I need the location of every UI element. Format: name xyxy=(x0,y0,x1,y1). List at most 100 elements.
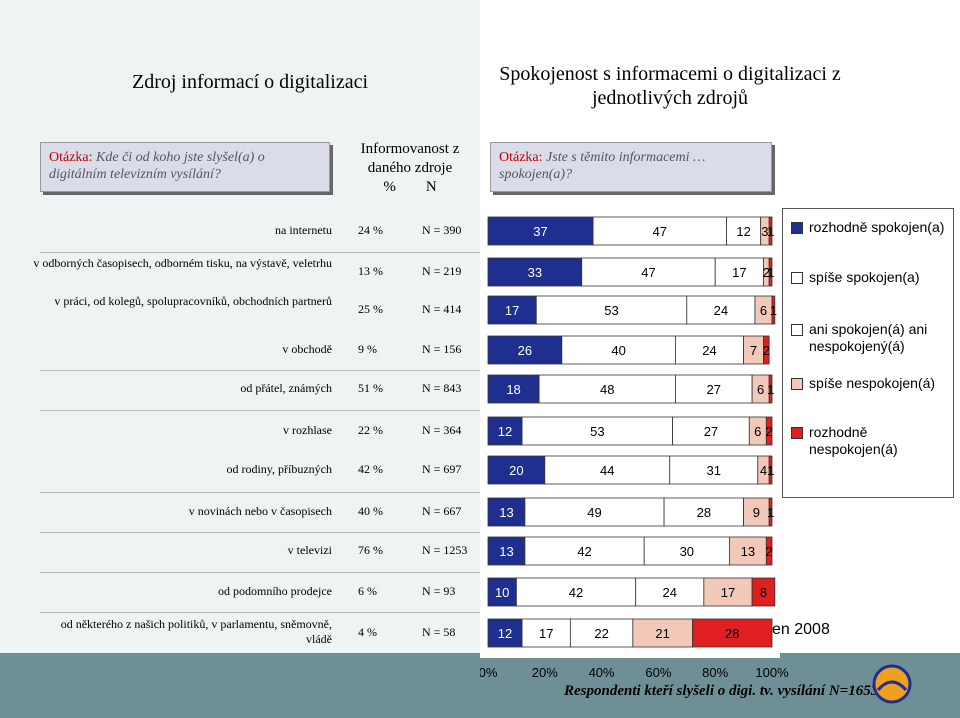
bar-value-label: 17 xyxy=(721,585,735,600)
row-percent: 22 % xyxy=(358,423,383,437)
bar-value-label: 17 xyxy=(732,265,746,280)
bar-segment xyxy=(663,497,744,527)
row-label: od některého z našich politiků, v parlam… xyxy=(60,617,332,646)
bar-segment xyxy=(686,295,756,325)
row-percent: 4 % xyxy=(358,625,377,639)
legend-label: rozhodně nespokojen(á) xyxy=(809,424,898,457)
bar-value-label: 2 xyxy=(766,424,773,439)
row-separator xyxy=(40,572,480,573)
ctu-logo-icon xyxy=(872,664,912,704)
bar-value-label: 22 xyxy=(594,626,608,641)
bar-value-label: 10 xyxy=(495,585,509,600)
bar-value-label: 12 xyxy=(498,626,512,641)
bar-value-label: 1 xyxy=(767,265,774,280)
bar-segment xyxy=(487,455,546,485)
right-question-box: Otázka: Jste s těmito informacemi … spok… xyxy=(490,142,772,192)
bar-segment xyxy=(768,497,773,527)
bar-segment xyxy=(768,216,773,246)
bar-value-label: 13 xyxy=(499,505,513,520)
bar-value-label: 28 xyxy=(725,626,739,641)
row-n: N = 667 xyxy=(422,504,462,518)
bar-segment xyxy=(751,577,776,607)
bar-value-label: 24 xyxy=(714,303,728,318)
bar-value-label: 26 xyxy=(518,343,532,358)
bar-segment xyxy=(632,618,693,648)
informovanost-header-line3: % N xyxy=(383,179,437,195)
bar-segment xyxy=(524,497,665,527)
left-question-box: Otázka: Kde či od koho jste slyšel(a) o … xyxy=(40,142,330,192)
question-label: Otázka: xyxy=(499,150,543,165)
bar-value-label: 21 xyxy=(655,626,669,641)
x-axis: 0% 20% 40% 60% 80% 100% xyxy=(480,665,789,680)
row-n: N = 390 xyxy=(422,223,462,237)
row-separator xyxy=(40,410,480,411)
bar-segment xyxy=(592,216,727,246)
bar-segment xyxy=(521,416,674,446)
bar-segment xyxy=(768,455,773,485)
row-percent: 40 % xyxy=(358,504,383,518)
bottom-band xyxy=(0,653,960,718)
bar-segment xyxy=(561,335,676,365)
bar-value-label: 6 xyxy=(760,303,767,318)
chart-area: 37 47 12 3 1 33 47 17 2 1 17 53 24 6 1 26 40 24 7 2 18 48 27 6 1… xyxy=(480,208,780,658)
informovanost-header-line2: daného zdroje xyxy=(367,160,453,176)
informovanost-header-line1: Informovanost z xyxy=(360,141,460,157)
row-separator xyxy=(40,612,480,613)
bar-segment xyxy=(763,335,770,365)
bar-value-label: 42 xyxy=(577,544,591,559)
bar-value-label: 44 xyxy=(600,463,614,478)
bar-value-label: 6 xyxy=(757,382,764,397)
legend-label: ani spokojen(á) ani nespokojený(á) xyxy=(809,321,928,354)
bar-segment xyxy=(672,416,750,446)
bar-segment xyxy=(703,577,753,607)
row-n: N = 414 xyxy=(422,302,462,316)
bar-value-label: 48 xyxy=(600,382,614,397)
bar-segment xyxy=(538,374,676,404)
bar-value-label: 1 xyxy=(767,224,774,239)
bar-value-label: 1 xyxy=(767,505,774,520)
row-percent: 24 % xyxy=(358,223,383,237)
x-tick-label: 60% xyxy=(645,665,671,680)
bar-value-label: 53 xyxy=(590,424,604,439)
row-percent: 76 % xyxy=(358,543,383,557)
bar-segment xyxy=(487,577,517,607)
legend-label: spíše spokojen(a) xyxy=(809,269,920,285)
legend-label: rozhodně spokojen(a) xyxy=(809,219,945,235)
bar-value-label: 2 xyxy=(766,544,773,559)
row-separator xyxy=(40,252,480,253)
row-label: v odborných časopisech, odborném tisku, … xyxy=(33,256,332,270)
bar-segment xyxy=(487,295,537,325)
x-tick-label: 20% xyxy=(532,665,558,680)
row-separator xyxy=(40,532,480,533)
bar-value-label: 27 xyxy=(704,424,718,439)
x-tick-label: 100% xyxy=(755,665,789,680)
bar-value-label: 18 xyxy=(506,382,520,397)
left-heading: Zdroj informací o digitalizaci xyxy=(131,71,369,93)
bar-value-label: 47 xyxy=(653,224,667,239)
row-n: N = 1253 xyxy=(422,543,468,557)
legend: rozhodně spokojen(a) spíše spokojen(a) a… xyxy=(782,208,954,498)
bar-value-label: 28 xyxy=(697,505,711,520)
legend-swatch-ani-ani xyxy=(791,324,803,336)
informovanost-header: Informovanost z daného zdroje % N xyxy=(340,140,480,197)
x-tick-label: 0% xyxy=(480,665,498,680)
bar-value-label: 31 xyxy=(707,463,721,478)
x-tick-label: 80% xyxy=(702,665,728,680)
bar-segment xyxy=(714,257,764,287)
row-percent: 6 % xyxy=(358,584,377,598)
row-percent: 9 % xyxy=(358,342,377,356)
bar-value-label: 37 xyxy=(533,224,547,239)
legend-swatch-rozhodne-spokojen xyxy=(791,222,803,234)
legend-swatch-spise-nespokojen xyxy=(791,378,803,390)
x-tick-label: 40% xyxy=(589,665,615,680)
bar-value-label: 40 xyxy=(611,343,625,358)
bar-value-label: 8 xyxy=(760,585,767,600)
row-percent: 42 % xyxy=(358,462,383,476)
bar-segment xyxy=(524,536,645,566)
bar-segment xyxy=(516,577,637,607)
bar-value-label: 30 xyxy=(680,544,694,559)
row-label: v práci, od kolegů, spolupracovníků, obc… xyxy=(54,294,332,308)
row-label: od rodiny, příbuzných xyxy=(226,462,332,476)
